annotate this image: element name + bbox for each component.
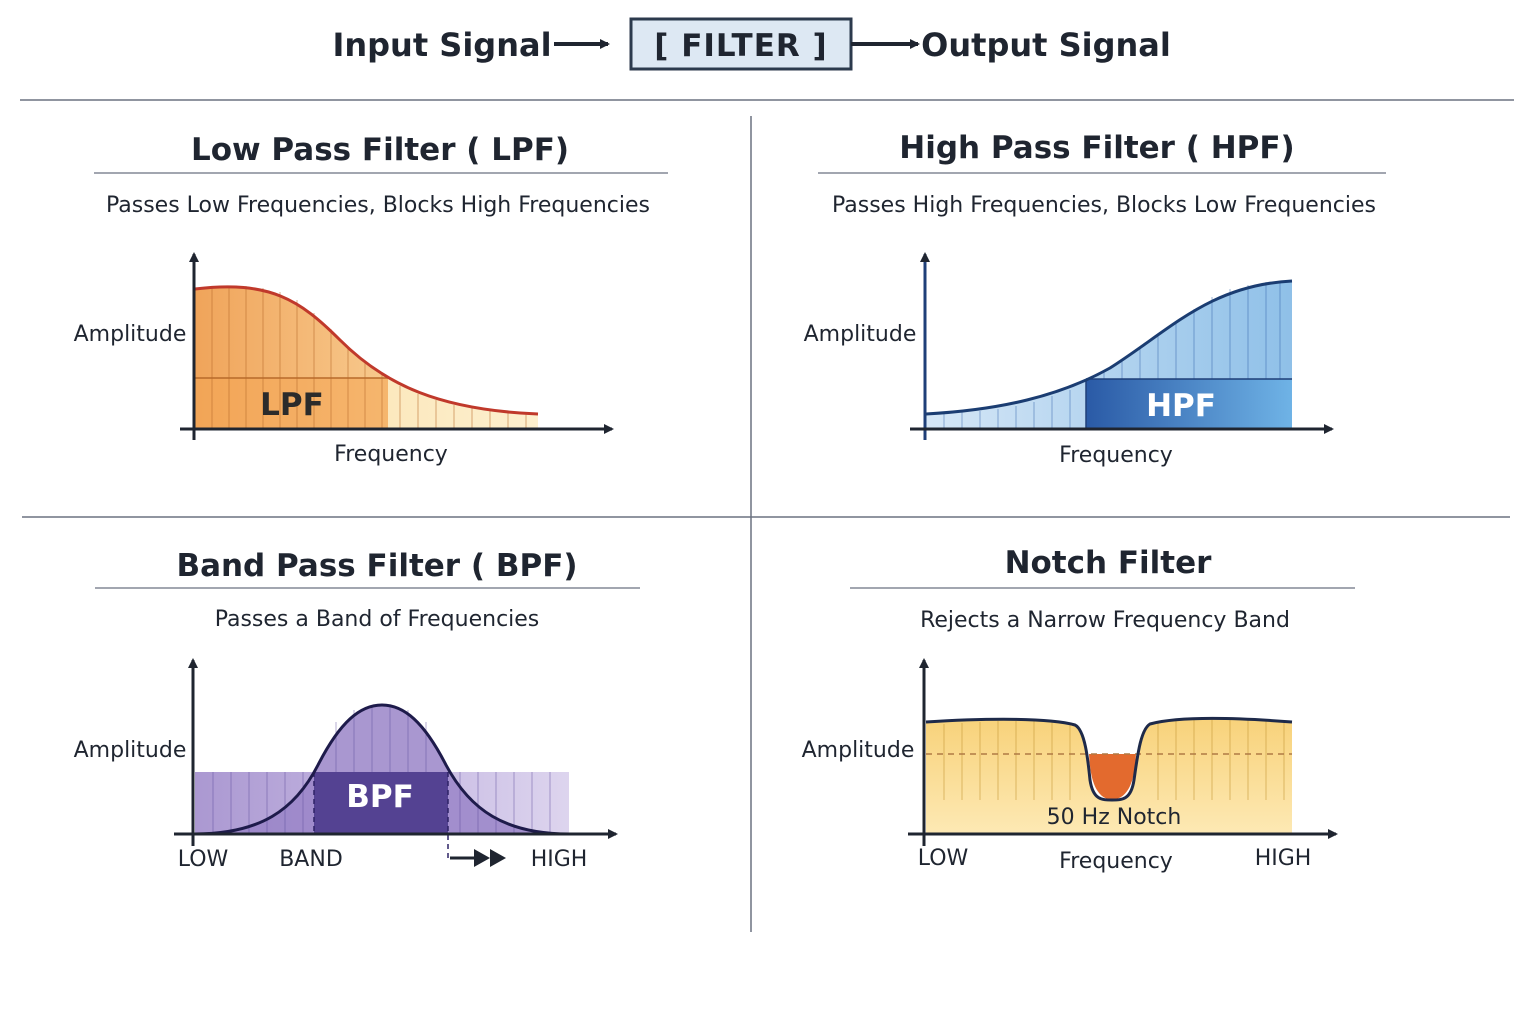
lpf-response-curve <box>194 285 539 416</box>
notch-x-high-label: HIGH <box>1255 846 1312 871</box>
hpf-quadrant: High Pass Filter ( HPF) Passes High Freq… <box>804 130 1386 468</box>
bpf-x-low-label: LOW <box>178 847 229 872</box>
notch-response-curve <box>925 717 1293 802</box>
hpf-title: High Pass Filter ( HPF) <box>899 130 1294 166</box>
notch-label: 50 Hz Notch <box>1047 805 1182 830</box>
hpf-response-curve <box>925 279 1293 416</box>
bpf-x-high-label: HIGH <box>531 847 588 872</box>
output-signal-label: Output Signal <box>921 26 1171 64</box>
notch-dip-area <box>1089 754 1136 800</box>
bpf-double-arrow-icon <box>450 849 506 867</box>
notch-x-label: Frequency <box>1059 849 1173 874</box>
filter-box-label: [ FILTER ] <box>654 28 827 64</box>
notch-y-label: Amplitude <box>802 738 915 763</box>
bpf-response-area <box>195 705 569 834</box>
bpf-y-label: Amplitude <box>74 738 187 763</box>
lpf-y-label: Amplitude <box>74 322 187 347</box>
lpf-subtitle: Passes Low Frequencies, Blocks High Freq… <box>106 193 650 218</box>
lpf-gridlines <box>211 286 527 429</box>
notch-title: Notch Filter <box>1005 545 1213 581</box>
bpf-x-band-label: BAND <box>279 847 343 872</box>
hpf-gridlines <box>943 281 1281 429</box>
hpf-subtitle: Passes High Frequencies, Blocks Low Freq… <box>832 193 1376 218</box>
bpf-passband-block <box>314 772 448 834</box>
hpf-x-label: Frequency <box>1059 443 1173 468</box>
bpf-quadrant: Band Pass Filter ( BPF) Passes a Band of… <box>74 548 640 872</box>
bpf-gridlines <box>212 705 551 834</box>
lpf-x-label: Frequency <box>334 442 448 467</box>
notch-subtitle: Rejects a Narrow Frequency Band <box>920 608 1290 633</box>
hpf-passband-block <box>1086 379 1292 429</box>
bpf-band-label: BPF <box>346 779 414 815</box>
notch-gridlines <box>943 719 1285 800</box>
lpf-quadrant: Low Pass Filter ( LPF) Passes Low Freque… <box>74 132 668 467</box>
notch-quadrant: Notch Filter Rejects a Narrow Frequency … <box>802 545 1355 874</box>
notch-response-area <box>926 718 1292 834</box>
bpf-title: Band Pass Filter ( BPF) <box>176 548 577 584</box>
notch-x-low-label: LOW <box>918 846 969 871</box>
bpf-subtitle: Passes a Band of Frequencies <box>215 607 540 632</box>
hpf-band-label: HPF <box>1146 388 1216 424</box>
lpf-passband-block <box>195 378 388 429</box>
bpf-response-curve <box>194 703 570 836</box>
input-signal-label: Input Signal <box>332 26 551 64</box>
lpf-band-label: LPF <box>260 387 324 423</box>
lpf-title: Low Pass Filter ( LPF) <box>191 132 569 168</box>
hpf-y-label: Amplitude <box>804 322 917 347</box>
signal-flow: Input Signal [ FILTER ] Output Signal <box>332 17 1171 71</box>
